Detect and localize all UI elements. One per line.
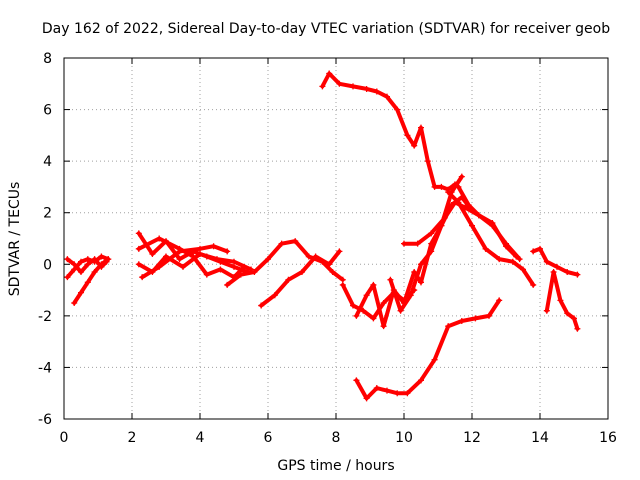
series-arc-10 [319,70,458,193]
series-line [72,257,111,305]
x-tick-label: 2 [128,430,137,446]
series-arc-18 [530,245,581,278]
axis-ticks: 0 2 4 6 8 10 12 14 16 -6 -4 -2 0 2 4 6 8 [38,51,617,446]
series-line [136,236,247,280]
series-arc-16 [455,183,523,263]
series-line [140,244,230,280]
series-arc-17 [353,297,503,402]
x-tick-label: 14 [531,430,549,446]
series-points [530,245,581,278]
series-line [320,71,457,192]
x-tick-label: 4 [196,430,205,446]
y-axis-label: SDTVAR / TECUs [7,182,23,297]
series-points [543,269,581,332]
x-tick-label: 16 [599,430,617,446]
y-tick-label: -6 [38,412,52,428]
series-points [353,194,475,330]
series-arc-7 [139,243,231,281]
series-layer [64,70,581,402]
series-line [388,174,464,313]
grid [64,58,608,419]
y-tick-label: 4 [43,154,52,170]
x-tick-label: 0 [60,430,69,446]
series-line [446,190,536,287]
y-tick-label: 8 [43,51,52,67]
series-points [71,256,112,306]
series-points [387,173,465,314]
series-arc-9 [258,248,343,309]
x-tick-label: 12 [463,430,481,446]
series-arc-6 [135,235,248,281]
series-points [445,189,537,288]
y-tick-label: 0 [43,257,52,273]
x-axis-label: GPS time / hours [277,458,394,474]
y-tick-label: -2 [38,309,52,325]
x-tick-label: 10 [395,430,413,446]
series-arc-13 [387,173,465,314]
chart-title: Day 162 of 2022, Sidereal Day-to-day VTE… [42,21,610,37]
x-tick-label: 6 [264,430,273,446]
series-arc-19 [543,269,581,332]
series-line [354,195,474,329]
series-points [139,243,231,281]
series-arc-3 [71,256,112,306]
series-points [319,70,458,193]
series-points [353,297,503,402]
plot-frame [63,57,609,420]
series-points [258,248,343,309]
series-line [225,239,345,287]
series-line [259,249,342,308]
y-tick-label: -4 [38,360,52,376]
y-tick-label: 6 [43,103,52,119]
x-tick-label: 8 [332,430,341,446]
y-tick-label: 2 [43,206,52,222]
series-points [455,183,523,263]
series-arc-15 [445,189,537,288]
series-line [402,200,519,259]
series-line [456,184,522,262]
series-arc-12 [353,194,475,330]
